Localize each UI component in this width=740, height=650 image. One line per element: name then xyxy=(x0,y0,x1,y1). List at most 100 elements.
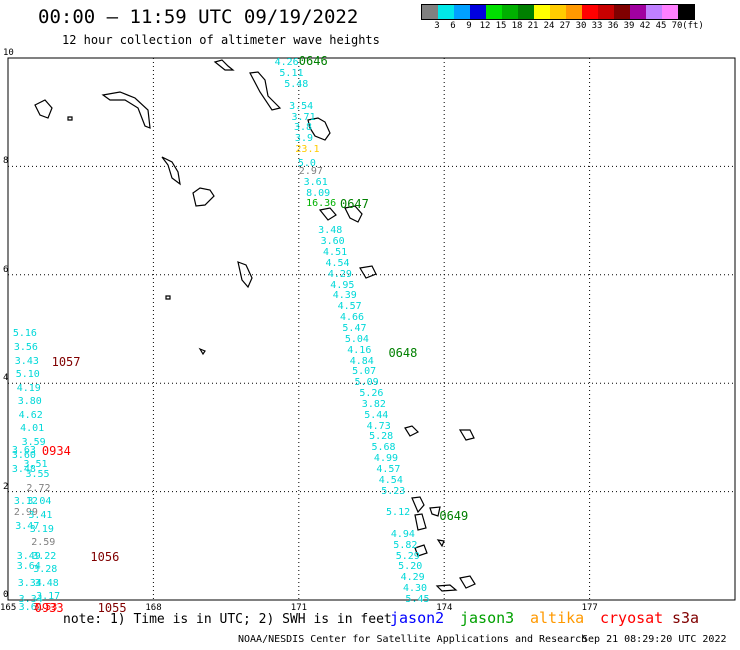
legend-swatch xyxy=(630,5,646,19)
longitude-label: 174 xyxy=(436,603,453,613)
wave-height-value: 3.59 xyxy=(21,436,46,448)
wave-height-value: 5.10 xyxy=(15,369,40,381)
wave-height-value: 5.16 xyxy=(12,328,37,340)
wave-height-value: 5.82 xyxy=(393,539,418,551)
legend-label: 3 xyxy=(434,21,440,31)
wave-height-value: 4.26 xyxy=(274,57,299,69)
wave-height-value: 4.99 xyxy=(373,453,399,465)
island-outline xyxy=(192,187,215,207)
island-outline xyxy=(414,513,427,531)
legend-swatch xyxy=(438,5,454,19)
wave-height-value: 5.07 xyxy=(352,366,377,378)
wave-height-value: 4.51 xyxy=(323,247,348,259)
legend-label: 12 xyxy=(479,21,491,31)
wave-height-value: 4.29 xyxy=(400,572,425,584)
wave-height-value: 2.97 xyxy=(298,165,323,177)
island-outline xyxy=(429,506,441,517)
legend-swatch xyxy=(662,5,678,19)
legend-label: 33 xyxy=(591,21,603,31)
wave-height-value: 4.19 xyxy=(16,382,41,394)
pass-time-label: 0649 xyxy=(439,508,469,523)
pass-time-label: 0647 xyxy=(339,197,369,212)
wave-height-value: 4.84 xyxy=(349,355,374,367)
wave-height-value: 3.9 xyxy=(294,133,313,145)
wave-height-value: 5.45 xyxy=(405,594,430,605)
wave-height-value: 3.61 xyxy=(303,176,328,188)
wave-height-value: 3.28 xyxy=(33,564,58,576)
island-outline xyxy=(161,156,181,186)
island-outline xyxy=(249,71,282,111)
pass-time-label: 1056 xyxy=(90,549,120,564)
wave-height-value: 3.71 xyxy=(291,111,316,123)
map-title: 00:00 – 11:59 UTC 09/19/2022 xyxy=(38,6,359,28)
wave-height-value: 4.01 xyxy=(20,423,45,435)
wave-height-value: 4.62 xyxy=(18,409,43,421)
wave-height-value: 3.43 xyxy=(14,355,39,367)
wave-height-value: 16.36 xyxy=(306,198,337,210)
wave-height-value: 5.09 xyxy=(354,377,379,389)
wave-height-value: 5.47 xyxy=(342,323,367,334)
satellite-legend-entry: jason2 xyxy=(390,609,445,627)
island-outline xyxy=(404,425,420,437)
wave-height-value: 3.12 xyxy=(13,496,38,508)
island-outline xyxy=(411,496,425,514)
wave-height-value: 2.72 xyxy=(26,482,51,494)
island-outline xyxy=(213,59,235,71)
wave-height-value: 3.49 xyxy=(16,550,41,562)
legend-swatch xyxy=(646,5,662,19)
pass-time-label: 1057 xyxy=(51,354,81,369)
island-outline xyxy=(237,261,253,289)
pass-time-label: 0646 xyxy=(298,53,328,68)
wave-height-value: 3.8 xyxy=(293,122,313,134)
island-outline xyxy=(307,117,331,141)
wave-height-value: 3.82 xyxy=(361,398,386,410)
legend-label: 6 xyxy=(450,21,456,31)
legend-label: 18 xyxy=(511,21,523,31)
longitude-label: 171 xyxy=(290,603,308,613)
latitude-label: 8 xyxy=(3,156,9,167)
wave-height-value: 5.28 xyxy=(369,431,394,443)
wave-height-value: 3.53 xyxy=(33,602,58,614)
pass-time-label: 1055 xyxy=(97,601,127,616)
wave-height-value: 3.54 xyxy=(289,100,314,112)
graticule xyxy=(8,57,735,600)
satellite-legend-entry: s3a xyxy=(672,609,700,627)
island-outline xyxy=(318,207,337,221)
wave-height-value: 3.48 xyxy=(318,225,343,237)
legend-swatch xyxy=(486,5,502,19)
satellite-legend-entry: altika xyxy=(530,609,585,627)
island-outline xyxy=(198,347,206,356)
legend-label: 27 xyxy=(559,21,571,31)
map-subtitle: 12 hour collection of altimeter wave hei… xyxy=(62,33,380,47)
latitude-label: 6 xyxy=(3,264,9,275)
island-outline xyxy=(165,295,171,300)
legend-label: 9 xyxy=(466,21,472,31)
wave-height-value: 3.63 xyxy=(11,444,36,456)
generation-timestamp: Sep 21 08:29:20 UTC 2022 xyxy=(582,634,727,645)
wave-height-value: 3.55 xyxy=(25,469,50,481)
legend-swatch xyxy=(502,5,518,19)
wave-height-value: 5.12 xyxy=(386,507,411,519)
wave-height-value: 5.48 xyxy=(284,79,309,91)
island-outline xyxy=(414,544,428,557)
wave-height-value: 3.04 xyxy=(27,496,52,508)
island-outline xyxy=(435,584,458,592)
wave-height-value: 3.34 xyxy=(18,594,43,605)
latitude-label: 0 xyxy=(3,590,9,600)
legend-label: 42 xyxy=(639,21,651,31)
wave-height-value: 5.26 xyxy=(359,388,384,400)
wave-height-value: 5.23 xyxy=(381,485,406,497)
latitude-label: 10 xyxy=(3,48,14,58)
legend-swatch xyxy=(550,5,566,19)
legend-label: 70 xyxy=(671,21,683,31)
legend-swatch xyxy=(454,5,470,19)
wave-height-value: 3.80 xyxy=(17,396,42,408)
legend-swatch xyxy=(566,5,582,19)
island-outline xyxy=(67,116,73,121)
legend-label: 36 xyxy=(607,21,619,31)
wave-height-value: 4.57 xyxy=(376,463,401,475)
wave-height-value: 5.0 xyxy=(297,157,316,169)
wave-height-value: 4.94 xyxy=(390,528,415,540)
wave-height-value: 3.34 xyxy=(17,577,42,589)
